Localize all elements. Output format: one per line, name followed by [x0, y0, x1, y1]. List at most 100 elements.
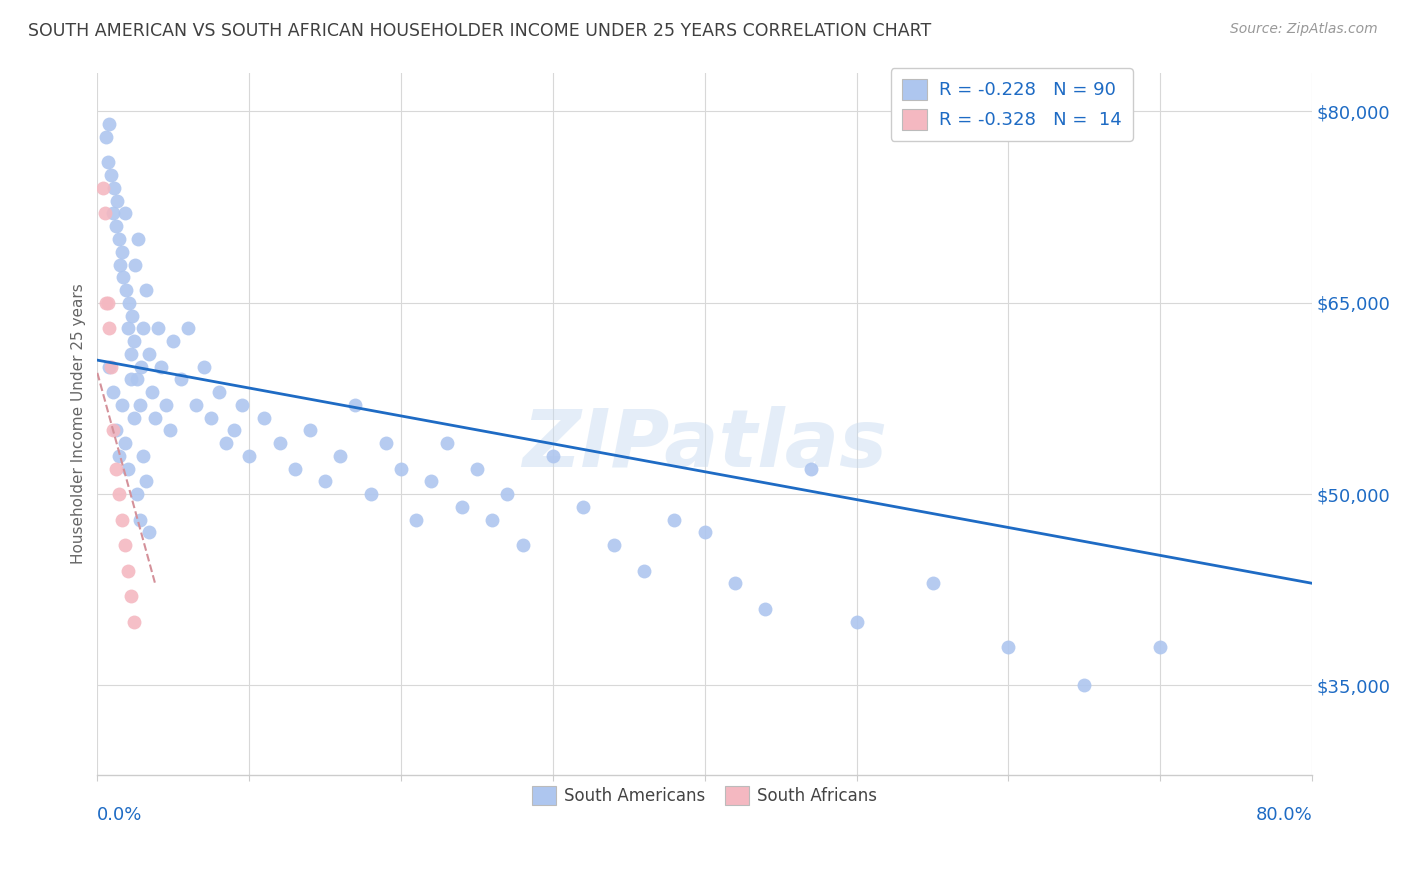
Point [97, 155, 120, 169]
Point [141, 384, 163, 399]
Point [104, 461, 127, 475]
Point [132, 321, 155, 335]
Point [602, 538, 624, 552]
Point [146, 321, 169, 335]
Point [117, 461, 139, 475]
Point [135, 283, 157, 297]
Point [222, 423, 245, 437]
Point [496, 487, 519, 501]
Point [238, 449, 260, 463]
Point [1149, 640, 1171, 654]
Point [125, 372, 148, 386]
Point [633, 564, 655, 578]
Point [200, 410, 222, 425]
Point [93, 181, 115, 195]
Point [208, 384, 231, 399]
Point [329, 449, 352, 463]
Point [512, 538, 534, 552]
Y-axis label: Householder Income Under 25 years: Householder Income Under 25 years [72, 284, 86, 565]
Point [159, 423, 181, 437]
Point [374, 436, 396, 450]
Point [120, 589, 142, 603]
Point [845, 615, 868, 629]
Point [921, 576, 943, 591]
Point [122, 334, 145, 348]
Point [162, 334, 184, 348]
Point [107, 232, 129, 246]
Point [389, 461, 412, 475]
Point [100, 359, 122, 374]
Point [314, 475, 336, 489]
Point [97, 295, 120, 310]
Point [101, 384, 124, 399]
Point [128, 398, 150, 412]
Point [120, 347, 142, 361]
Text: Source: ZipAtlas.com: Source: ZipAtlas.com [1230, 22, 1378, 37]
Text: SOUTH AMERICAN VS SOUTH AFRICAN HOUSEHOLDER INCOME UNDER 25 YEARS CORRELATION CH: SOUTH AMERICAN VS SOUTH AFRICAN HOUSEHOL… [28, 22, 931, 40]
Point [135, 475, 157, 489]
Point [122, 615, 145, 629]
Point [298, 423, 321, 437]
Point [108, 258, 131, 272]
Point [184, 398, 207, 412]
Legend: R = -0.228   N = 90, R = -0.328   N =  14: R = -0.228 N = 90, R = -0.328 N = 14 [891, 68, 1133, 141]
Point [170, 372, 193, 386]
Point [1073, 678, 1095, 692]
Point [107, 449, 129, 463]
Point [664, 512, 686, 526]
Point [120, 372, 142, 386]
Point [125, 487, 148, 501]
Point [111, 244, 134, 259]
Point [114, 538, 136, 552]
Point [800, 461, 823, 475]
Point [344, 398, 367, 412]
Point [127, 232, 149, 246]
Point [128, 512, 150, 526]
Point [132, 449, 155, 463]
Point [450, 500, 472, 514]
Point [103, 181, 125, 195]
Point [231, 398, 253, 412]
Point [420, 475, 443, 489]
Point [177, 321, 200, 335]
Point [253, 410, 276, 425]
Point [104, 219, 127, 234]
Point [997, 640, 1019, 654]
Point [98, 117, 121, 131]
Point [150, 359, 173, 374]
Point [155, 398, 177, 412]
Point [269, 436, 291, 450]
Point [100, 168, 122, 182]
Point [131, 359, 153, 374]
Point [114, 206, 136, 220]
Point [481, 512, 503, 526]
Point [98, 359, 121, 374]
Point [122, 410, 145, 425]
Point [143, 410, 166, 425]
Point [96, 130, 118, 145]
Point [193, 359, 215, 374]
Point [436, 436, 458, 450]
Text: 80.0%: 80.0% [1256, 806, 1312, 824]
Point [107, 487, 129, 501]
Point [112, 270, 135, 285]
Point [465, 461, 488, 475]
Point [405, 512, 427, 526]
Point [96, 295, 118, 310]
Point [117, 321, 139, 335]
Point [111, 512, 134, 526]
Point [754, 602, 776, 616]
Point [124, 258, 146, 272]
Point [121, 309, 143, 323]
Text: ZIPatlas: ZIPatlas [522, 406, 887, 484]
Point [572, 500, 595, 514]
Text: 0.0%: 0.0% [97, 806, 143, 824]
Point [115, 283, 138, 297]
Point [693, 525, 716, 540]
Point [541, 449, 564, 463]
Point [101, 206, 124, 220]
Point [138, 525, 160, 540]
Point [118, 295, 141, 310]
Point [105, 194, 128, 208]
Point [138, 347, 160, 361]
